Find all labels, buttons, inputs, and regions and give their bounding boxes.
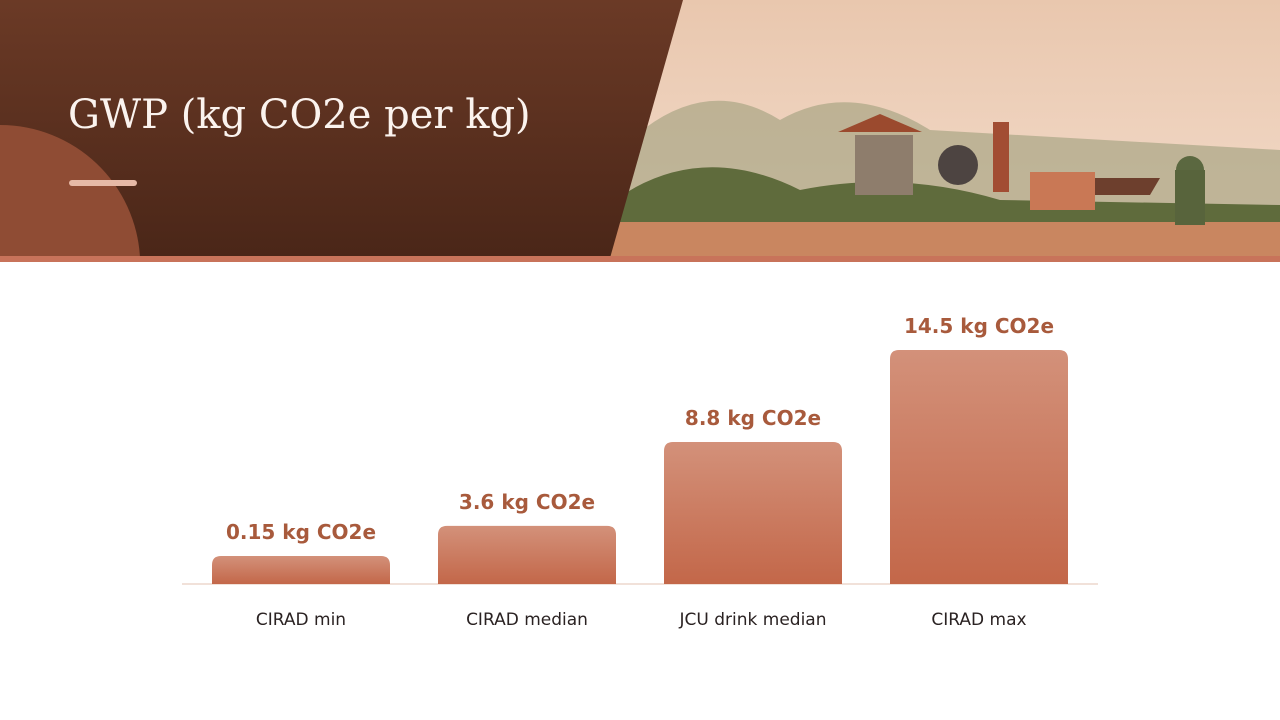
bar <box>438 525 616 584</box>
bar <box>890 350 1068 584</box>
x-tick-label: CIRAD median <box>466 610 588 630</box>
value-label: 14.5 kg CO2e <box>904 314 1054 338</box>
header-band <box>0 0 683 258</box>
value-label: 0.15 kg CO2e <box>226 520 376 544</box>
x-tick-label: CIRAD max <box>931 610 1026 630</box>
value-label: 8.8 kg CO2e <box>685 406 821 430</box>
title-accent <box>69 180 137 186</box>
value-label: 3.6 kg CO2e <box>459 490 595 514</box>
header-decoration <box>0 124 140 258</box>
x-tick-label: CIRAD min <box>256 610 346 630</box>
bar <box>664 441 842 584</box>
bar <box>212 556 390 584</box>
x-tick-label: JCU drink median <box>679 610 827 630</box>
header-illustration <box>600 0 1280 258</box>
chart-title: GWP (kg CO2e per kg) <box>68 92 531 138</box>
header-rule <box>0 256 1280 262</box>
